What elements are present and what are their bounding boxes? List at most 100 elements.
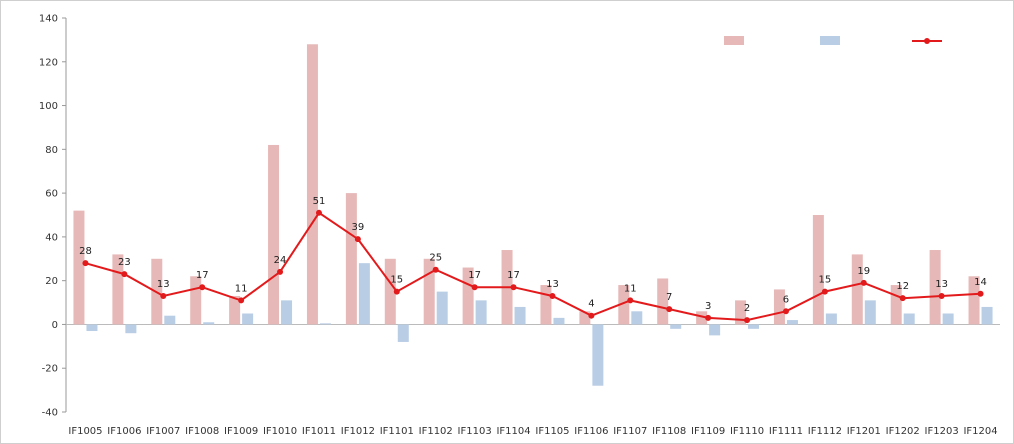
avg-data-label: 51	[313, 196, 326, 207]
y-tick-label: 40	[45, 232, 58, 243]
x-tick-label: IF1204	[963, 426, 997, 437]
bar-min	[242, 313, 254, 325]
avg-line-point	[393, 288, 400, 295]
x-tick-label: IF1110	[730, 426, 764, 437]
bar-min	[592, 324, 604, 386]
bar-max	[190, 276, 202, 325]
bar-max	[268, 144, 280, 325]
bar-min	[825, 313, 837, 325]
bar-min	[86, 324, 98, 332]
avg-line-point	[82, 260, 89, 267]
x-tick-label: IF1006	[107, 426, 141, 437]
avg-data-label: 17	[196, 270, 209, 281]
avg-data-label: 6	[783, 294, 789, 305]
legend-swatch-avg-point	[924, 38, 930, 44]
avg-line-point	[705, 314, 712, 321]
avg-data-label: 14	[974, 277, 987, 288]
y-tick-label: -20	[42, 364, 58, 375]
data-labels: 28 23 13 17 11 24 51 39 15 25 17 17 13 4 11 7 3 2 6 15 19 12 1…	[79, 196, 987, 314]
avg-line-path	[85, 211, 981, 322]
bar-min	[436, 291, 448, 325]
x-tick-label: IF1102	[419, 426, 453, 437]
avg-data-label: 15	[819, 275, 832, 286]
x-tick-label: IF1112	[808, 426, 842, 437]
bar-min	[631, 311, 643, 325]
avg-data-label: 11	[235, 283, 248, 294]
bar-max	[540, 285, 552, 325]
bar-max	[773, 289, 785, 325]
bar-min	[475, 300, 487, 325]
bar-min	[203, 322, 215, 325]
bar-max	[851, 254, 863, 325]
bar-min	[281, 300, 293, 325]
y-tick-label: 120	[39, 57, 58, 68]
bar-min	[514, 306, 526, 325]
legend	[724, 36, 942, 45]
avg-data-label: 11	[624, 283, 637, 294]
bar-max	[812, 215, 824, 325]
bar-min	[903, 313, 915, 325]
bar-min	[709, 324, 721, 336]
avg-line-point	[821, 288, 828, 295]
x-tick-label: IF1104	[496, 426, 530, 437]
bar-max	[229, 295, 241, 325]
bar-max	[890, 285, 902, 325]
y-tick-label: 100	[39, 101, 58, 112]
bar-min	[553, 317, 565, 325]
bar-max	[657, 278, 669, 325]
x-tick-label: IF1009	[224, 426, 258, 437]
avg-line-point	[160, 292, 167, 299]
avg-line-point	[277, 268, 284, 275]
avg-line-point	[627, 297, 634, 304]
x-tick-label: IF1012	[341, 426, 375, 437]
bar-min	[125, 324, 137, 334]
avg-line-point	[899, 295, 906, 302]
series-line	[82, 209, 984, 324]
bar-min	[981, 306, 993, 325]
x-tick-label: IF1105	[535, 426, 569, 437]
avg-data-label: 39	[352, 222, 365, 233]
legend-swatch-min	[820, 36, 840, 45]
y-tick-label: 80	[45, 145, 58, 156]
y-tick-label: 0	[52, 320, 58, 331]
x-tick-label: IF1103	[458, 426, 492, 437]
x-tick-label: IF1010	[263, 426, 297, 437]
bar-min	[748, 324, 760, 329]
x-tick-label: IF1008	[185, 426, 219, 437]
x-tick-label: IF1007	[146, 426, 180, 437]
bar-min	[319, 323, 331, 325]
bar-max	[968, 276, 980, 325]
bar-max	[929, 250, 941, 325]
y-tick-label: 60	[45, 189, 58, 200]
avg-line-point	[782, 308, 789, 315]
avg-data-label: 28	[79, 246, 92, 257]
x-tick-label: IF1101	[380, 426, 414, 437]
bar-max	[618, 285, 630, 325]
x-tick-label: IF1109	[691, 426, 725, 437]
avg-data-label: 25	[429, 253, 442, 264]
bar-min	[358, 263, 370, 325]
avg-data-label: 7	[666, 292, 672, 303]
avg-line-point	[432, 266, 439, 273]
bar-max	[345, 193, 357, 325]
bar-max	[735, 300, 747, 325]
bars	[73, 44, 993, 386]
avg-data-label: 17	[468, 270, 481, 281]
bar-max	[579, 311, 591, 325]
bar-max	[112, 254, 124, 325]
avg-data-label: 17	[507, 270, 520, 281]
avg-line-point	[938, 292, 945, 299]
avg-line-point	[977, 290, 984, 297]
avg-line-point	[238, 297, 245, 304]
avg-line-point	[315, 209, 322, 216]
bar-max	[306, 44, 318, 325]
avg-line-point	[666, 306, 673, 313]
bar-min	[164, 315, 176, 325]
avg-data-label: 13	[157, 279, 170, 290]
bar-min	[786, 320, 798, 325]
avg-data-label: 24	[274, 255, 287, 266]
avg-line-point	[471, 284, 478, 291]
